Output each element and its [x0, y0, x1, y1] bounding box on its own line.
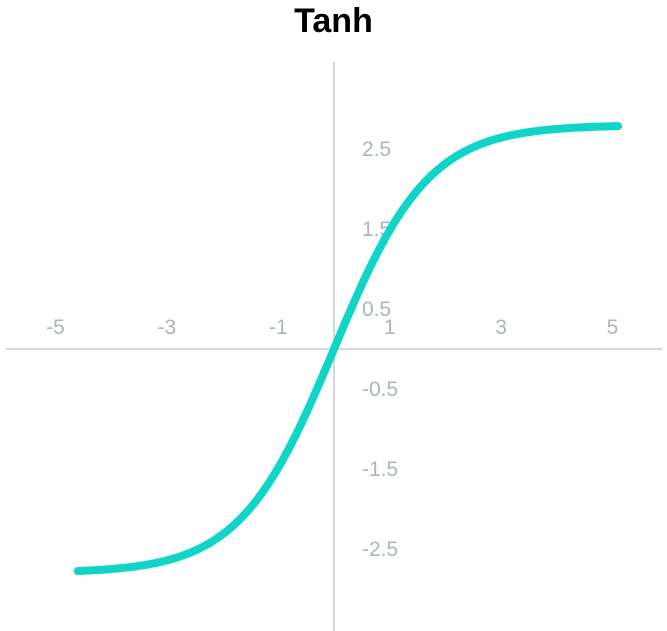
x-tick-label: 5 [607, 316, 619, 339]
tanh-series-line [73, 122, 623, 576]
x-tick-labels: -5 -3 -1 1 3 5 [46, 316, 618, 339]
y-tick-labels: 2.51.50.5-0.5-1.5-2.5 [362, 138, 398, 561]
y-tick-label: -1.5 [362, 458, 398, 481]
x-tick-label: -3 [158, 316, 177, 339]
x-tick-label: -1 [269, 316, 288, 339]
x-tick-label: 1 [384, 316, 396, 339]
x-tick-label: 3 [495, 316, 507, 339]
y-tick-label: 2.5 [362, 138, 391, 161]
y-tick-label: 0.5 [362, 298, 391, 321]
chart-title: Tanh [294, 2, 373, 40]
y-tick-label: -2.5 [362, 538, 398, 561]
y-tick-label: -0.5 [362, 378, 398, 401]
x-tick-label: -5 [46, 316, 65, 339]
